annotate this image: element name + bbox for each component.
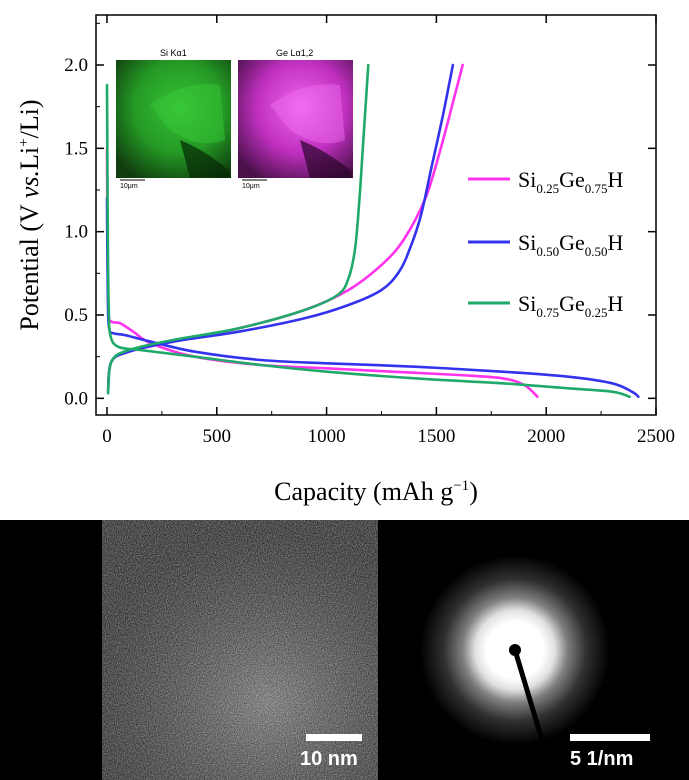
hrtem-texture (102, 520, 378, 780)
series-line-Si0.75Ge0.25H-charge (106, 63, 370, 395)
curves (105, 63, 640, 398)
legend-label-si050: Si0.50Ge0.50H (518, 230, 624, 259)
chart-panel: 0 500 1000 1500 2000 2500 0.0 0.5 1.0 1.5 2.0 Si K… (15, 14, 675, 506)
si-map-grain (150, 84, 225, 144)
series-line-Si0.75Ge0.25H-discharge (105, 83, 631, 398)
tem-scale-label: 10 nm (300, 748, 358, 770)
saed-pattern (382, 520, 662, 780)
microscopy-panel: 10 nm 5 1/nm (0, 520, 689, 780)
legend: Si0.25Ge0.75H Si0.50Ge0.50H Si0.75Ge0.25… (468, 167, 624, 320)
y-tick-label-0: 0.0 (64, 388, 88, 409)
y-tick-label-1.5: 1.5 (64, 138, 88, 159)
x-tick-label-1500: 1500 (417, 426, 455, 447)
saed-scale-bar (570, 734, 650, 741)
eds-inset-ge: Ge Lα1,2 10μm (238, 48, 353, 190)
saed-scale-label: 5 1/nm (570, 748, 634, 770)
legend-label-si075: Si0.75Ge0.25H (518, 291, 624, 320)
saed-pattern-image: 5 1/nm (382, 520, 662, 780)
y-tick-label-2: 2.0 (64, 55, 88, 76)
si-map-scale-label: 10μm (120, 183, 138, 190)
beam-stopper (512, 649, 557, 780)
legend-label-si025: Si0.25Ge0.75H (518, 167, 624, 196)
x-tick-label-0: 0 (102, 426, 112, 447)
x-axis-title: Capacity (mAh g−1) (274, 477, 478, 506)
axis-ticks: 0 500 1000 1500 2000 2500 0.0 0.5 1.0 1.5 2.0 (64, 15, 675, 447)
potential-capacity-chart: 0 500 1000 1500 2000 2500 0.0 0.5 1.0 1.5 2.0 Si K… (15, 14, 675, 506)
ge-map-label: Ge Lα1,2 (276, 48, 313, 58)
x-tick-label-2500: 2500 (637, 426, 675, 447)
eds-inset-si: Si Kα1 10μm (116, 48, 231, 190)
ge-map-scale-label: 10μm (242, 183, 260, 190)
x-tick-label-2000: 2000 (527, 426, 565, 447)
y-axis-title: Potential (V vs.Li+/Li) (15, 99, 44, 330)
y-tick-label-1: 1.0 (64, 222, 88, 243)
y-tick-label-0.5: 0.5 (64, 305, 88, 326)
hrtem-image: 10 nm (102, 520, 378, 780)
ge-map-shadow (300, 140, 353, 178)
si-map-label: Si Kα1 (160, 48, 187, 58)
series-line-Si0.25Ge0.75H-discharge (105, 147, 539, 398)
x-tick-label-500: 500 (203, 426, 232, 447)
si-map-shadow (180, 140, 231, 178)
ge-map-grain (270, 84, 345, 144)
tem-scale-bar (306, 734, 362, 741)
x-tick-label-1000: 1000 (308, 426, 346, 447)
beam-stopper-tip (509, 644, 521, 656)
plot-frame (95, 14, 657, 416)
